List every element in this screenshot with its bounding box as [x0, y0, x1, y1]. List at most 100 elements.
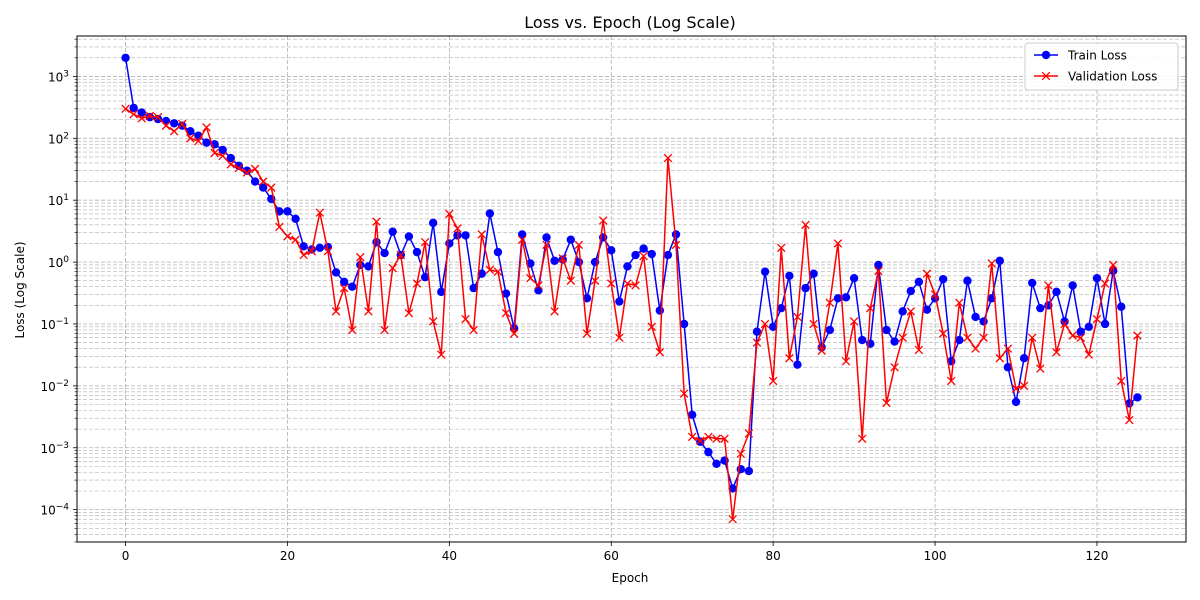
- validation-loss-point: [655, 347, 665, 357]
- y-tick-label: 10−3: [40, 441, 69, 456]
- validation-loss-point: [1076, 333, 1086, 342]
- train-loss-point: [671, 230, 681, 239]
- grid-lines: [77, 36, 1186, 543]
- train-loss-point: [906, 286, 915, 296]
- validation-loss-point: [210, 148, 219, 158]
- train-loss-point: [679, 319, 689, 329]
- validation-loss-point: [930, 290, 940, 299]
- validation-loss-point: [687, 432, 697, 442]
- x-axis-ticks: 0 20 40 60 80 100 120: [122, 542, 1108, 563]
- validation-loss-point: [906, 307, 916, 316]
- validation-loss-point: [218, 151, 227, 161]
- x-tick-label: 60: [604, 549, 619, 563]
- validation-loss-point: [1044, 281, 1053, 290]
- train-loss-point: [1027, 278, 1037, 288]
- train-loss-point: [1068, 281, 1077, 290]
- validation-loss-point: [938, 329, 948, 338]
- validation-loss-point: [712, 434, 721, 443]
- train-loss-point: [995, 256, 1005, 265]
- train-loss-point: [793, 360, 802, 369]
- legend: Train Loss Validation Loss: [1024, 42, 1179, 91]
- validation-loss-point: [1027, 333, 1037, 342]
- validation-loss-point: [736, 449, 746, 459]
- train-loss-point: [1133, 393, 1142, 402]
- validation-loss-point: [833, 239, 843, 248]
- x-tick-label: 40: [442, 549, 457, 563]
- train-loss-point: [283, 207, 292, 216]
- validation-loss-point: [129, 109, 138, 119]
- validation-loss-point: [202, 123, 211, 132]
- validation-loss-point: [1108, 260, 1118, 270]
- validation-loss-point: [801, 220, 810, 230]
- validation-loss-point: [299, 250, 308, 260]
- validation-loss-point: [437, 350, 446, 359]
- validation-loss-point: [728, 514, 737, 524]
- train-loss-point: [1019, 353, 1029, 363]
- train-loss-point: [1117, 302, 1126, 311]
- validation-loss-point: [857, 434, 867, 443]
- validation-loss-point: [420, 237, 430, 247]
- validation-loss-point: [177, 119, 187, 129]
- train-loss-point: [1011, 397, 1021, 407]
- train-loss-point: [801, 283, 810, 293]
- validation-loss-point: [461, 314, 470, 324]
- validation-loss-point: [526, 273, 535, 283]
- train-loss-point: [501, 289, 511, 298]
- train-loss-point: [874, 260, 883, 270]
- validation-loss-point: [517, 235, 527, 244]
- validation-loss-point: [598, 216, 608, 225]
- validation-loss-point: [331, 307, 341, 316]
- train-loss-point: [339, 277, 349, 287]
- chart-title: Loss vs. Epoch (Log Scale): [524, 13, 735, 32]
- validation-loss-point: [1084, 350, 1094, 359]
- validation-loss-point: [347, 325, 357, 335]
- validation-loss-point: [226, 160, 236, 169]
- train-loss-point: [760, 267, 770, 276]
- validation-loss-point: [396, 250, 406, 260]
- validation-loss-point: [566, 276, 576, 285]
- validation-loss-point: [679, 389, 689, 398]
- train-loss-point: [582, 294, 592, 303]
- validation-loss-point: [469, 325, 478, 335]
- train-loss-point: [477, 269, 486, 278]
- validation-loss-point: [882, 398, 891, 408]
- y-axis-label: Loss (Log Scale): [13, 241, 27, 338]
- train-loss-point: [388, 227, 397, 236]
- train-loss-point: [898, 307, 907, 316]
- validation-loss-point: [501, 308, 511, 318]
- validation-loss-point: [485, 265, 495, 275]
- validation-loss-point: [785, 353, 794, 363]
- validation-loss-point: [1060, 319, 1069, 329]
- validation-loss-point: [339, 283, 349, 293]
- train-loss-point: [623, 262, 632, 271]
- train-loss-point: [315, 243, 325, 253]
- train-loss-point: [445, 239, 454, 248]
- validation-loss-point: [809, 319, 818, 329]
- validation-loss-point: [161, 121, 171, 130]
- train-loss-point: [137, 108, 146, 117]
- train-loss-point: [1076, 327, 1085, 336]
- validation-loss-point: [1003, 344, 1013, 353]
- validation-loss-point: [412, 279, 422, 288]
- legend-val-label: Validation Loss: [1068, 70, 1157, 84]
- train-loss-point: [169, 119, 179, 128]
- series-validation-loss: [121, 104, 1142, 524]
- train-loss-point: [129, 103, 138, 113]
- train-loss-point: [534, 286, 543, 295]
- train-loss-point: [858, 335, 867, 345]
- validation-loss-point: [145, 111, 155, 121]
- validation-loss-point: [1125, 415, 1134, 425]
- train-loss-point: [291, 214, 300, 224]
- train-loss-point: [380, 248, 389, 258]
- validation-loss-point: [914, 345, 924, 355]
- train-loss-point: [631, 250, 640, 260]
- validation-loss-point: [388, 263, 397, 273]
- x-tick-label: 20: [280, 549, 295, 563]
- validation-loss-point: [121, 104, 130, 114]
- validation-loss-point: [542, 240, 551, 250]
- train-loss-point: [461, 231, 470, 240]
- validation-loss-point: [234, 163, 244, 173]
- train-loss-point: [663, 250, 673, 260]
- validation-loss-point: [356, 252, 365, 262]
- validation-loss-point: [258, 177, 268, 186]
